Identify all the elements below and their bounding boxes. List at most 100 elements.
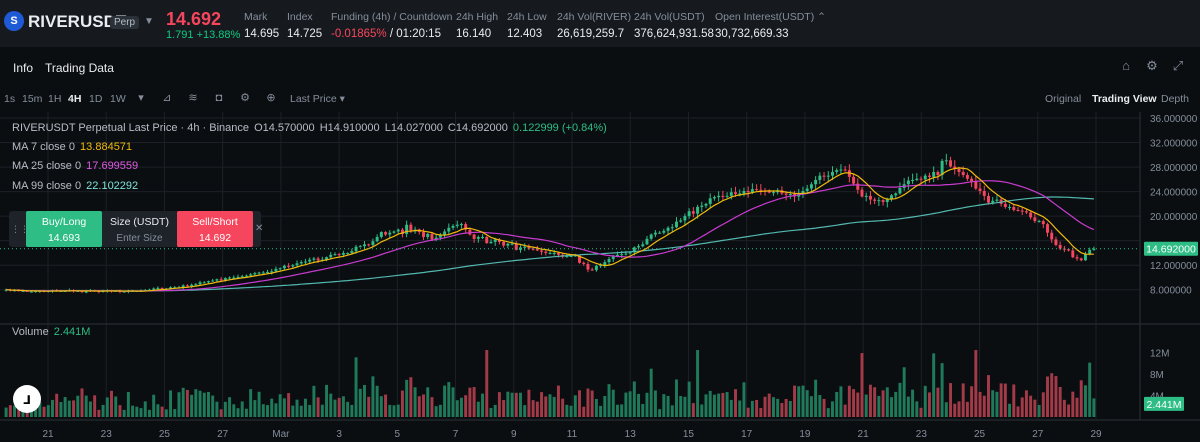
sell-label: Sell/Short (192, 216, 238, 228)
ma25-legend[interactable]: MA 25 close 0 17.699559 (12, 160, 138, 172)
candle-body (375, 236, 379, 242)
volume-bar (527, 389, 531, 417)
candle-body (337, 254, 341, 256)
timeframe-1d[interactable]: 1D (89, 93, 103, 105)
volume-bar (1058, 386, 1062, 417)
volume-bar (232, 404, 236, 417)
candle-body (531, 248, 535, 250)
tab-info[interactable]: Info (13, 61, 34, 75)
chart-type-icon[interactable]: ⊿ (162, 92, 172, 104)
close-icon[interactable]: ✕ (255, 223, 264, 234)
volume-bar (582, 406, 586, 417)
settings-icon[interactable]: ⚙ (1146, 58, 1158, 73)
candle-body (1071, 250, 1075, 258)
timeframe-15m[interactable]: 15m (22, 93, 43, 105)
view-trading-view[interactable]: Trading View (1092, 93, 1157, 105)
candle-body (1037, 221, 1041, 223)
volume-bar (13, 405, 17, 417)
timeframe-1h[interactable]: 1H (48, 93, 62, 105)
stat-value: 16.140 (456, 28, 492, 40)
candle-body (341, 252, 345, 255)
volume-bar (725, 392, 729, 417)
candle-body (502, 241, 506, 246)
ma7-legend[interactable]: MA 7 close 0 13.884571 (12, 141, 132, 153)
candle-body (822, 175, 826, 177)
volume-bar (805, 390, 809, 417)
candle-body (384, 232, 388, 235)
tradingview-logo-glyph: ⅃ (23, 393, 31, 407)
volume-bar (982, 395, 986, 417)
candle-body (987, 195, 990, 203)
candle-body (712, 197, 716, 199)
volume-bar (67, 400, 71, 417)
stat-value: 26,619,259.7 (557, 28, 625, 40)
candle-body (831, 171, 834, 176)
candle-body (244, 275, 248, 277)
volume-bar (135, 406, 139, 417)
fullscreen-icon[interactable]: ⤢ (1172, 58, 1184, 73)
candle-body (594, 265, 598, 271)
volume-bar (396, 404, 400, 417)
candle-body (624, 253, 628, 255)
candle-body (236, 276, 240, 278)
volume-bar (932, 353, 936, 417)
view-original[interactable]: Original (1045, 93, 1082, 105)
ma99-legend[interactable]: MA 99 close 0 22.102292 (12, 180, 138, 192)
stat-value: 12.403 (507, 28, 543, 40)
volume-bar (1033, 399, 1037, 417)
settings-gear-icon[interactable]: ⚙ (240, 92, 250, 104)
candle-body (194, 284, 198, 286)
candle-body (485, 236, 489, 244)
timeframe-4h[interactable]: 4H (68, 93, 82, 105)
perp-badge: Perp (110, 16, 140, 29)
chart-toolbar: 1s 15m 1H 4H 1D 1W ▾ ⊿ ≋ ◘ ⚙ ⊕ Last Pric… (0, 88, 1200, 110)
timeframe-1w[interactable]: 1W (110, 93, 126, 105)
candlestick-chart[interactable]: 14.692000 36.000000 32.000000 28.000000 24.0… (0, 112, 1200, 442)
candle-body (590, 269, 594, 271)
chart-area[interactable]: 14.692000 36.000000 32.000000 28.000000 24.0… (0, 112, 1200, 442)
candle-body (468, 229, 472, 235)
price-axis-label: 36.000000 (1150, 114, 1198, 125)
volume-bar (392, 405, 396, 417)
symbol-dropdown-icon[interactable]: ▼ (144, 16, 154, 27)
candle-body (826, 175, 830, 177)
price-type-select[interactable]: Last Price ▾ (290, 93, 345, 105)
stat-value: 14.725 (287, 28, 323, 40)
candle-body (767, 191, 771, 193)
bell-icon[interactable]: ⌂ (1122, 58, 1130, 73)
candle-body (447, 227, 451, 232)
size-field: Size (USDT) (103, 211, 176, 247)
buy-long-button[interactable]: Buy/Long 14.693 (26, 211, 102, 247)
timeframe-dropdown-icon[interactable]: ▾ (138, 92, 144, 104)
volume-bar (1062, 399, 1066, 417)
candle-body (864, 195, 868, 197)
candle-body (358, 246, 362, 248)
volume-bar (270, 398, 274, 417)
timeframe-1s[interactable]: 1s (4, 93, 16, 105)
volume-bar (746, 407, 750, 417)
drag-handle-icon[interactable]: ⋮⋮ (11, 224, 29, 234)
volume-legend[interactable]: Volume 2.441M (12, 326, 90, 338)
candle-body (266, 271, 269, 273)
volume-bar (493, 404, 497, 417)
candle-body (459, 224, 463, 226)
candle-body (303, 261, 307, 263)
candle-body (333, 254, 337, 256)
indicators-icon[interactable]: ≋ (188, 92, 198, 104)
buy-price: 14.693 (47, 232, 81, 244)
screenshot-icon[interactable]: ◘ (215, 92, 223, 104)
view-depth[interactable]: Depth (1161, 93, 1190, 105)
tab-trading-data[interactable]: Trading Data (45, 61, 114, 75)
open-interest-chart-icon[interactable]: ⌃ (817, 11, 826, 23)
sell-short-button[interactable]: Sell/Short 14.692 (177, 211, 253, 247)
add-indicator-icon[interactable]: ⊕ (266, 92, 276, 104)
candle-body (540, 250, 544, 252)
symbol-title[interactable]: RIVERUSDT (28, 12, 127, 31)
volume-bar (649, 368, 653, 417)
candle-body (240, 276, 244, 278)
volume-bar (88, 401, 92, 417)
size-input[interactable] (106, 231, 173, 246)
volume-bar (261, 404, 265, 417)
volume-bar (143, 401, 147, 417)
volume-bar (763, 396, 767, 417)
